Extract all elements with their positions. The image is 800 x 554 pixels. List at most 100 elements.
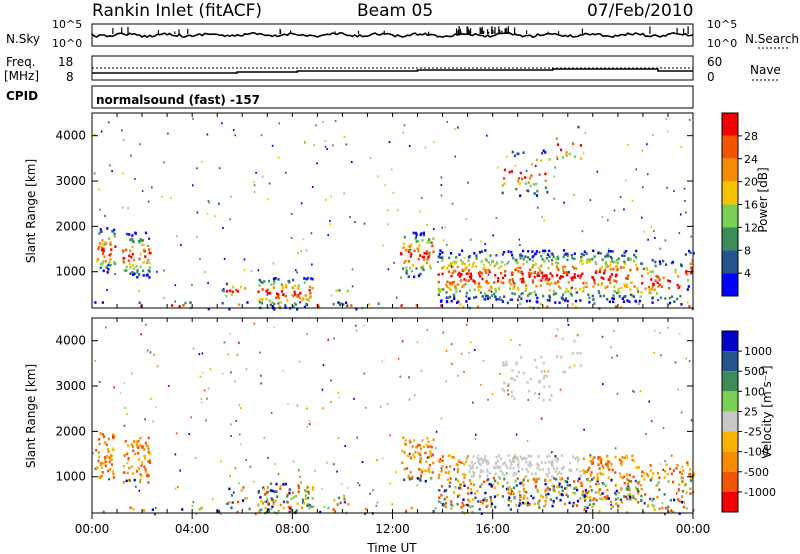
data-cell xyxy=(357,482,359,485)
data-cell xyxy=(473,462,476,465)
data-cell xyxy=(244,497,247,500)
data-cell xyxy=(108,237,111,240)
data-cell xyxy=(463,463,466,466)
data-cell xyxy=(336,470,338,473)
data-cell xyxy=(420,369,423,372)
data-cell xyxy=(640,216,643,219)
data-cell xyxy=(582,152,585,155)
data-cell xyxy=(544,179,547,182)
data-cell xyxy=(419,233,422,237)
data-cell xyxy=(620,460,623,463)
data-cell xyxy=(518,502,521,505)
data-cell xyxy=(563,265,567,269)
data-cell xyxy=(465,266,468,269)
data-cell xyxy=(400,252,403,256)
colorbar-tick-label: 8 xyxy=(744,244,751,257)
data-cell xyxy=(675,492,678,495)
data-cell xyxy=(457,459,460,462)
data-cell xyxy=(537,396,540,400)
data-cell xyxy=(581,483,584,486)
data-cell xyxy=(659,262,662,266)
data-cell xyxy=(686,463,689,467)
data-cell xyxy=(529,455,532,458)
data-cell xyxy=(547,370,550,373)
data-cell xyxy=(453,295,456,298)
data-cell xyxy=(612,297,615,300)
data-cell xyxy=(124,406,126,409)
data-cell xyxy=(364,406,367,409)
data-cell xyxy=(557,473,559,475)
data-cell xyxy=(407,474,410,478)
data-cell xyxy=(560,355,563,359)
data-cell xyxy=(593,281,596,285)
data-cell xyxy=(389,482,391,485)
data-cell xyxy=(272,277,276,281)
data-cell xyxy=(589,473,592,477)
data-cell xyxy=(94,301,97,304)
data-cell xyxy=(597,482,600,486)
data-cell xyxy=(446,300,449,304)
colorbar-swatch xyxy=(722,351,738,372)
data-cell xyxy=(579,469,582,473)
data-cell xyxy=(259,496,262,499)
data-cell xyxy=(556,485,559,489)
data-cell xyxy=(485,269,488,272)
data-cell xyxy=(583,250,586,253)
data-cell xyxy=(228,501,231,504)
data-cell xyxy=(468,500,471,503)
nave-label: Nave xyxy=(750,63,781,77)
data-cell xyxy=(624,262,627,265)
data-cell xyxy=(139,238,142,242)
data-cell xyxy=(195,512,198,516)
data-cell xyxy=(680,146,682,148)
data-cell xyxy=(132,273,135,276)
data-cell xyxy=(417,274,420,277)
data-cell xyxy=(108,261,111,265)
data-cell xyxy=(597,290,600,293)
data-cell xyxy=(684,253,687,256)
data-cell xyxy=(510,170,513,173)
data-cell xyxy=(524,284,527,287)
data-cell xyxy=(473,348,476,351)
data-cell xyxy=(674,361,677,364)
data-cell xyxy=(536,462,539,466)
data-cell xyxy=(602,383,604,386)
data-cell xyxy=(685,272,688,275)
data-cell xyxy=(470,238,472,241)
x-axis-ticks: 00:00 04:00 08:00 12:00 16:00 20:00 00:00 xyxy=(75,113,710,536)
data-cell xyxy=(107,437,110,441)
data-cell xyxy=(586,495,589,498)
data-cell xyxy=(620,266,623,269)
data-cell xyxy=(109,252,112,256)
data-cell xyxy=(377,175,379,178)
data-cell xyxy=(589,479,592,483)
x-axis-label: Time UT xyxy=(366,541,417,554)
data-cell xyxy=(504,274,507,277)
data-cell xyxy=(411,445,414,448)
data-cell xyxy=(231,501,234,504)
data-cell xyxy=(579,276,582,280)
data-cell xyxy=(270,482,273,485)
data-cell xyxy=(651,499,654,502)
data-cell xyxy=(427,455,430,459)
data-cell xyxy=(690,419,693,422)
data-cell xyxy=(196,211,199,214)
data-cell xyxy=(628,479,631,483)
data-cell xyxy=(599,493,602,497)
data-cell xyxy=(604,463,608,466)
data-cell xyxy=(457,299,460,302)
data-cell xyxy=(678,499,681,503)
data-cell xyxy=(457,273,460,276)
data-cell xyxy=(479,470,482,474)
data-cell xyxy=(261,175,264,178)
data-cell xyxy=(139,480,142,484)
data-cell xyxy=(105,326,107,329)
data-cell xyxy=(140,304,143,308)
data-cell xyxy=(517,270,520,273)
data-cell xyxy=(547,468,550,471)
data-cell xyxy=(230,371,232,374)
data-cell xyxy=(463,370,465,373)
data-cell xyxy=(263,493,267,496)
data-cell xyxy=(690,259,694,262)
data-cell xyxy=(541,216,543,219)
